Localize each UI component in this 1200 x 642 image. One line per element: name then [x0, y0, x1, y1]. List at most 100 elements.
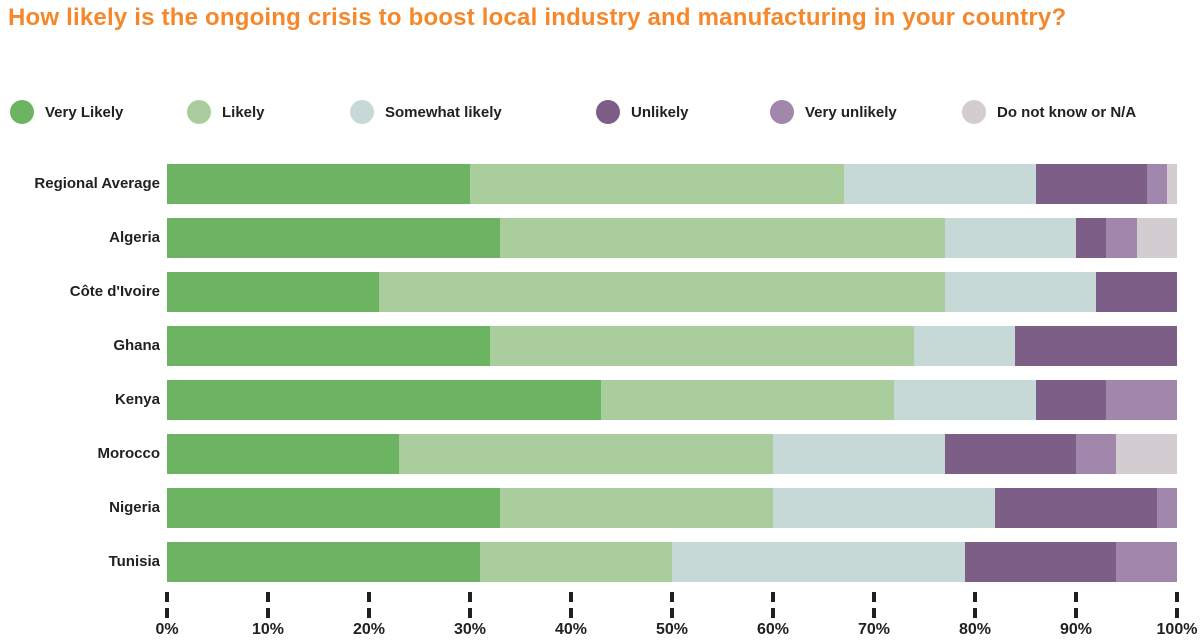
bar-segment-very-likely [167, 542, 481, 582]
row-label-nigeria: Nigeria [109, 499, 160, 516]
bar-segment-likely [500, 488, 773, 528]
axis-tick-label: 0% [155, 621, 179, 638]
bar-segment-very-likely [167, 380, 602, 420]
bar-segment-very-unlikely [1106, 218, 1137, 258]
stacked-bar-tunisia [167, 542, 1177, 582]
bar-segment-unlikely [944, 434, 1076, 474]
bar-segment-likely [490, 326, 915, 366]
bar-segment-likely [470, 164, 844, 204]
bar-segment-unlikely [1075, 218, 1107, 258]
bar-segment-somewhat-likely [772, 434, 945, 474]
bar-segment-likely [399, 434, 773, 474]
axis-tick-label: 50% [655, 621, 689, 638]
chart-title: How likely is the ongoing crisis to boos… [8, 4, 1067, 31]
stacked-bar-morocco [167, 434, 1177, 474]
stacked-bar-kenya [167, 380, 1177, 420]
axis-tick [1074, 592, 1078, 618]
bar-row-algeria: Algeria [0, 218, 1200, 258]
bar-segment-very-unlikely [1156, 488, 1177, 528]
stacked-bar-c-te-d-ivoire [167, 272, 1177, 312]
legend-label: Likely [222, 103, 265, 121]
legend-label: Very unlikely [805, 103, 897, 121]
legend-item-unlikely: Unlikely [596, 100, 689, 124]
row-label-regional-average: Regional Average [34, 175, 160, 192]
axis-tick [266, 592, 270, 618]
stacked-bar-regional-average [167, 164, 1177, 204]
bar-row-ghana: Ghana [0, 326, 1200, 366]
axis-tick-label: 10% [251, 621, 285, 638]
legend-swatch-very-likely [10, 100, 34, 124]
axis-tick [670, 592, 674, 618]
stacked-bar-nigeria [167, 488, 1177, 528]
bar-segment-very-unlikely [1106, 380, 1177, 420]
row-label-c-te-d-ivoire: Côte d'Ivoire [69, 283, 160, 300]
axis-tick [973, 592, 977, 618]
bar-segment-very-unlikely [1075, 434, 1117, 474]
bar-segment-unlikely [1096, 272, 1177, 312]
axis-tick-label: 70% [857, 621, 891, 638]
row-label-tunisia: Tunisia [108, 553, 160, 570]
bar-segment-very-unlikely [1116, 542, 1177, 582]
bar-segment-somewhat-likely [944, 272, 1097, 312]
bar-segment-do-not-know-or-n-a [1166, 164, 1177, 204]
legend-label: Very Likely [45, 103, 124, 121]
row-label-kenya: Kenya [114, 391, 160, 408]
legend-item-somewhat-likely: Somewhat likely [350, 100, 502, 124]
axis-tick-label: 80% [958, 621, 992, 638]
bar-row-kenya: Kenya [0, 380, 1200, 420]
legend-item-do-not-know-or-n-a: Do not know or N/A [962, 100, 1136, 124]
legend-label: Somewhat likely [385, 103, 502, 121]
axis-tick [569, 592, 573, 618]
bar-segment-very-likely [167, 326, 491, 366]
legend-swatch-unlikely [596, 100, 620, 124]
axis-tick [165, 592, 169, 618]
bar-segment-somewhat-likely [944, 218, 1076, 258]
bar-segment-very-unlikely [1146, 164, 1167, 204]
bar-segment-likely [379, 272, 945, 312]
bar-segment-somewhat-likely [894, 380, 1036, 420]
bar-segment-unlikely [1035, 380, 1107, 420]
bar-row-c-te-d-ivoire: Côte d'Ivoire [0, 272, 1200, 312]
legend-item-likely: Likely [187, 100, 265, 124]
bar-segment-do-not-know-or-n-a [1136, 218, 1177, 258]
legend-swatch-somewhat-likely [350, 100, 374, 124]
bar-segment-do-not-know-or-n-a [1116, 434, 1177, 474]
bar-segment-very-likely [167, 164, 470, 204]
bar-segment-unlikely [1015, 326, 1177, 366]
bar-segment-very-likely [167, 218, 501, 258]
legend-item-very-likely: Very Likely [10, 100, 123, 124]
bar-rows: Regional Average Algeria Côte d'Ivoire Ghan… [0, 164, 1200, 596]
bar-segment-somewhat-likely [843, 164, 1036, 204]
axis-tick-label: 100% [1156, 621, 1198, 638]
legend-swatch-very-unlikely [770, 100, 794, 124]
row-label-ghana: Ghana [113, 337, 160, 354]
bar-row-nigeria: Nigeria [0, 488, 1200, 528]
axis-tick [872, 592, 876, 618]
legend-label: Do not know or N/A [997, 103, 1137, 121]
axis-tick-label: 40% [554, 621, 588, 638]
legend: Very Likely Likely Somewhat likely Unlikely… [0, 100, 1200, 128]
axis-tick-label: 90% [1059, 621, 1093, 638]
bar-segment-unlikely [1035, 164, 1147, 204]
legend-swatch-do-not-know-or-n-a [962, 100, 986, 124]
bar-segment-likely [480, 542, 672, 582]
row-label-algeria: Algeria [109, 229, 160, 246]
bar-row-tunisia: Tunisia [0, 542, 1200, 582]
axis-tick-label: 30% [453, 621, 487, 638]
axis-tick [468, 592, 472, 618]
x-axis: 0% 10% 20% 30% 40% 50% 60% 70% 80% 90% 100% [0, 592, 1200, 642]
axis-tick-label: 20% [352, 621, 386, 638]
bar-row-morocco: Morocco [0, 434, 1200, 474]
bar-segment-very-likely [167, 488, 501, 528]
legend-label: Unlikely [631, 103, 689, 121]
bar-segment-unlikely [964, 542, 1117, 582]
axis-tick [1175, 592, 1179, 618]
bar-segment-somewhat-likely [914, 326, 1016, 366]
bar-segment-unlikely [995, 488, 1157, 528]
bar-segment-likely [601, 380, 895, 420]
bar-segment-likely [500, 218, 945, 258]
bar-segment-very-likely [167, 434, 400, 474]
axis-tick-label: 60% [756, 621, 790, 638]
legend-swatch-likely [187, 100, 211, 124]
